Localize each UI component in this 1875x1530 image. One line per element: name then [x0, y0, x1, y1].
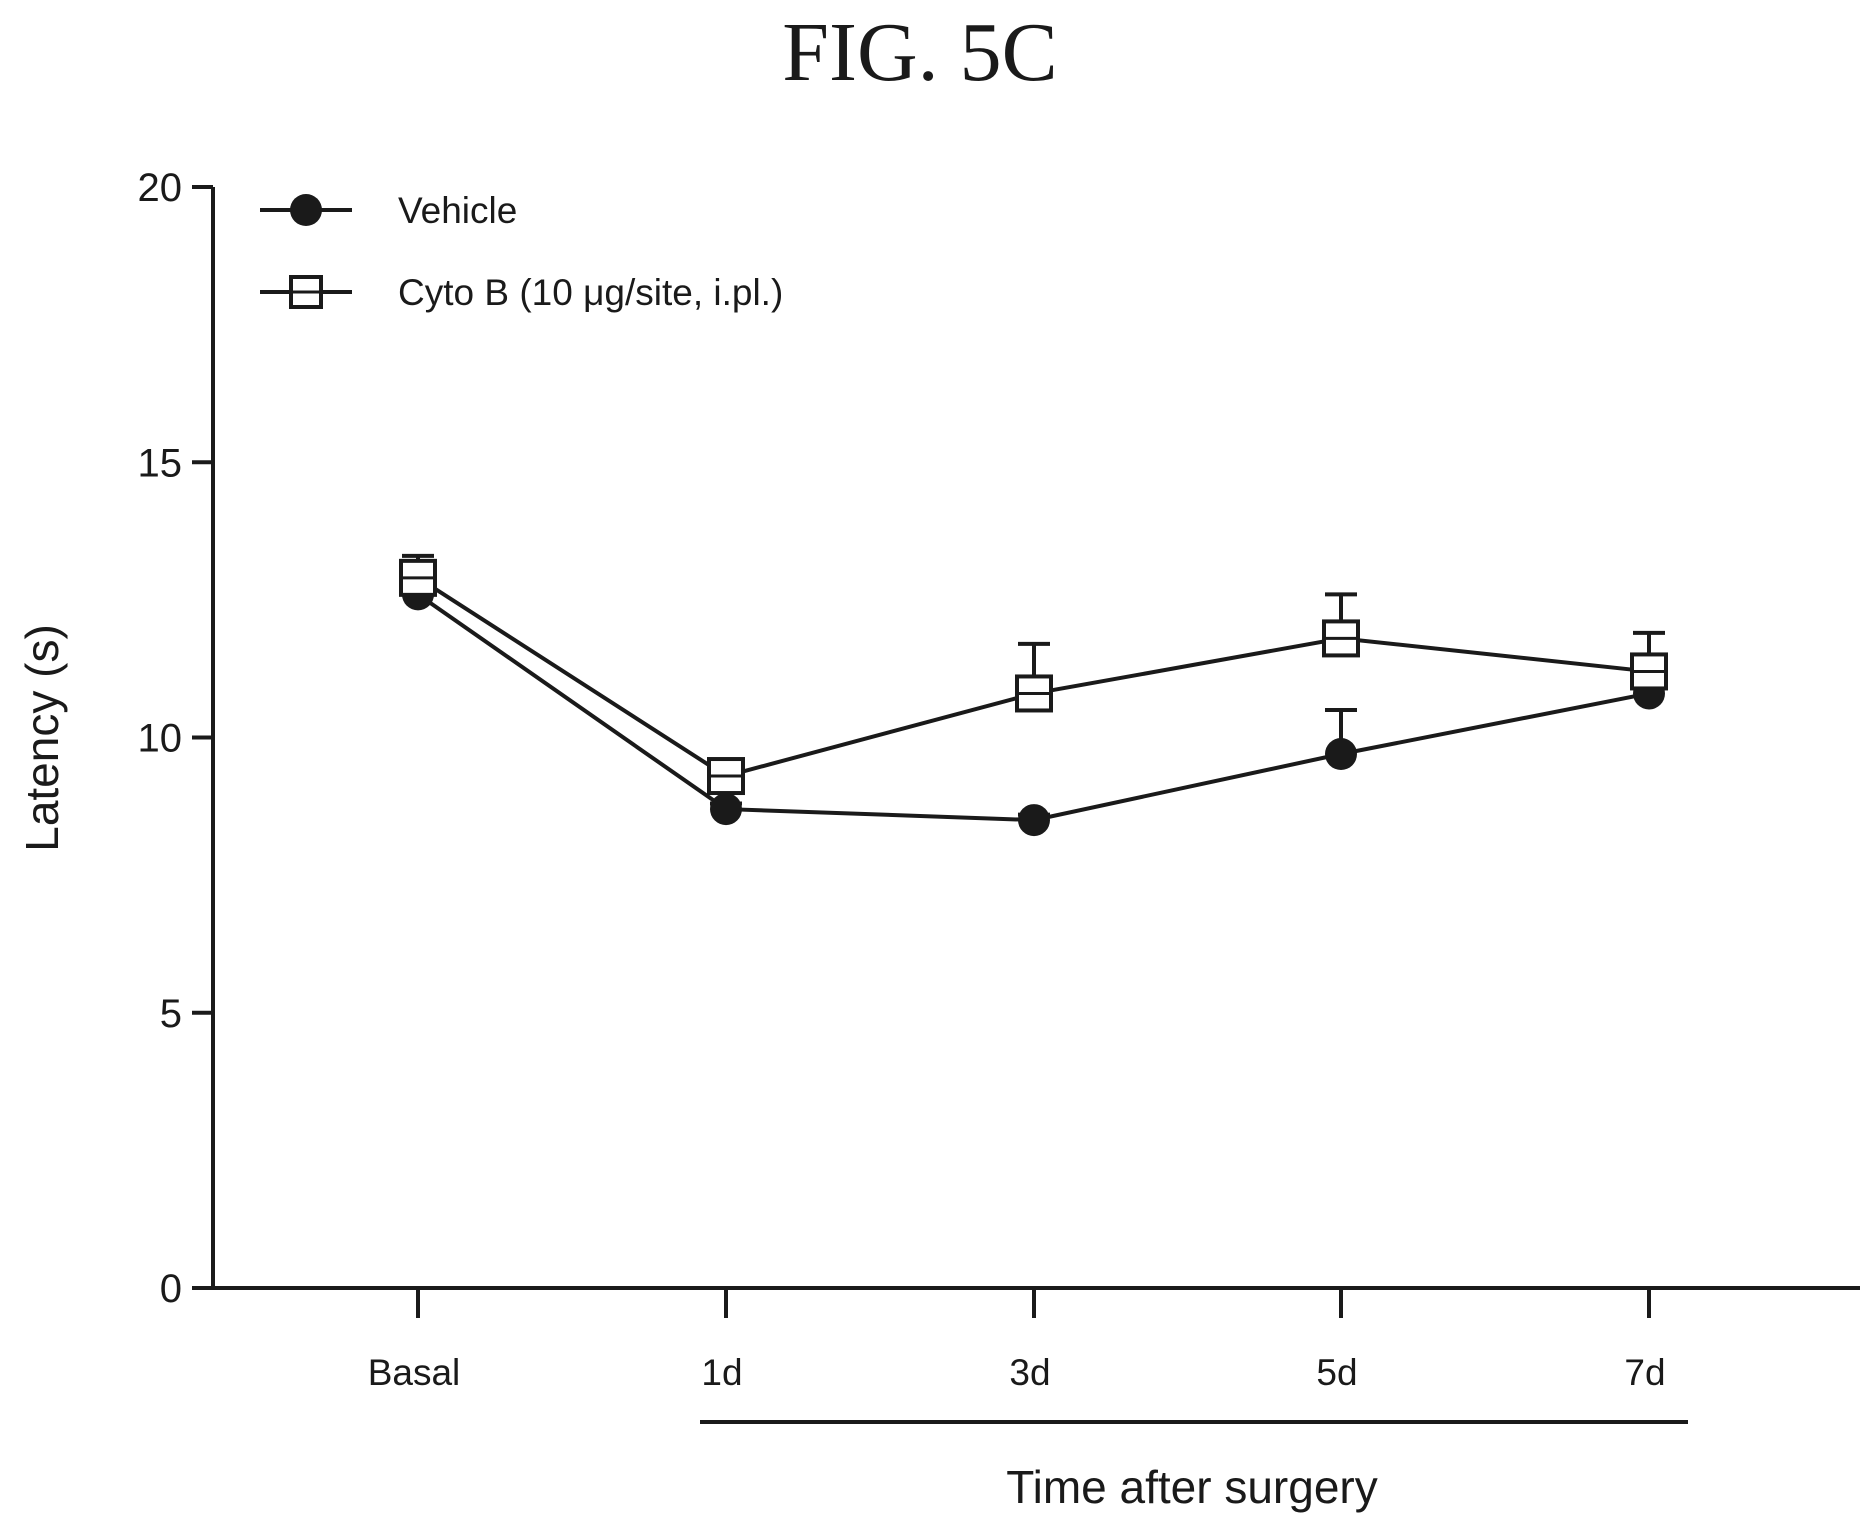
legend-item-vehicle: Vehicle [260, 190, 517, 231]
y-tick-label: 10 [138, 717, 183, 761]
x-tick-label: 1d [701, 1352, 742, 1393]
x-tick-label: Basal [368, 1352, 461, 1393]
legend-label-vehicle: Vehicle [398, 190, 517, 231]
legend-label-cyto-b: Cyto B (10 μg/site, i.pl.) [398, 272, 783, 313]
x-tick-label: 7d [1624, 1352, 1665, 1393]
legend-marker-vehicle [290, 194, 322, 226]
y-tick-label: 20 [138, 166, 183, 210]
x-tick-label: 5d [1316, 1352, 1357, 1393]
data-point [1018, 804, 1050, 837]
y-tick-label: 0 [160, 1267, 182, 1311]
series-cyto-b [399, 553, 1668, 796]
y-axis-title: Latency (s) [16, 624, 68, 852]
y-tick-label: 15 [138, 441, 183, 485]
legend: Vehicle Cyto B (10 μg/site, i.pl.) [260, 190, 783, 313]
data-point [710, 793, 742, 826]
figure-title: FIG. 5C [782, 6, 1057, 99]
legend-item-cyto-b: Cyto B (10 μg/site, i.pl.) [260, 272, 783, 313]
series-layer [399, 553, 1668, 837]
x-ticks: Basal 1d 3d 5d 7d [368, 1288, 1666, 1393]
y-ticks: 0 5 10 15 20 [138, 166, 213, 1311]
x-axis-title: Time after surgery [1006, 1461, 1378, 1513]
data-point [1325, 738, 1357, 771]
x-tick-label: 3d [1009, 1352, 1050, 1393]
y-tick-label: 5 [160, 992, 182, 1036]
